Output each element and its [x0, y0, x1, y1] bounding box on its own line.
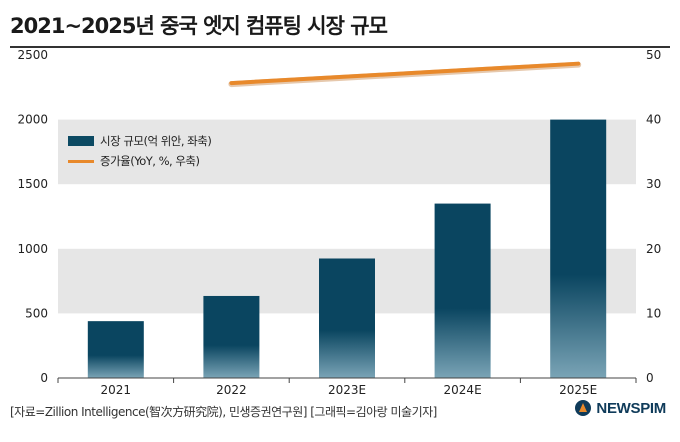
legend-item-growth-rate: 증가율(YoY, %, 우축) [68, 151, 211, 171]
right-axis-tick-label: 50 [646, 48, 661, 62]
left-axis-tick-label: 2000 [17, 113, 48, 127]
right-axis-tick-label: 0 [646, 371, 654, 385]
left-axis-tick-label: 1500 [17, 177, 48, 191]
x-axis-label: 2023E [328, 383, 366, 397]
bar-2022 [203, 295, 260, 378]
bar-2021 [87, 321, 144, 378]
legend-label-market-size: 시장 규모(억 위안, 좌축) [100, 134, 212, 148]
x-axis-label: 2025E [559, 383, 597, 397]
growth-line [229, 61, 581, 86]
bar-2024E [434, 203, 491, 378]
bar-2023E [319, 258, 375, 378]
left-axis-tick-label: 500 [25, 306, 48, 320]
bar-2025E [550, 119, 607, 378]
chart-title: 2021~2025년 중국 엣지 컴퓨팅 시장 규모 [10, 14, 388, 38]
right-axis-tick-label: 40 [646, 113, 661, 127]
newspim-logo-icon [575, 400, 592, 416]
x-axis-label: 2021 [101, 383, 132, 397]
newspim-logo: NEWSPIM [574, 399, 666, 417]
left-axis-tick-label: 2500 [17, 48, 48, 62]
grid-band [58, 119, 636, 185]
right-axis-tick-label: 20 [646, 242, 661, 256]
legend: 시장 규모(억 위안, 좌축) 증가율(YoY, %, 우축) [68, 131, 212, 171]
right-axis-tick-label: 30 [646, 177, 661, 191]
x-axis-label: 2022 [216, 383, 247, 397]
x-axis-label: 2024E [444, 383, 482, 397]
left-axis-tick-label: 0 [40, 371, 48, 385]
legend-swatch-bar [68, 136, 94, 146]
left-axis-tick-label: 1000 [17, 242, 48, 256]
legend-item-market-size: 시장 규모(억 위안, 좌축) [68, 131, 212, 151]
newspim-logo-text: NEWSPIM [596, 399, 666, 417]
title-divider [10, 46, 670, 48]
legend-label-growth-rate: 증가율(YoY, %, 우축) [100, 154, 200, 168]
source-caption: [자료=Zillion Intelligence(智次方研究院), 민생증권연구… [10, 405, 437, 419]
legend-swatch-line [68, 159, 94, 163]
right-axis-tick-label: 10 [646, 306, 661, 320]
